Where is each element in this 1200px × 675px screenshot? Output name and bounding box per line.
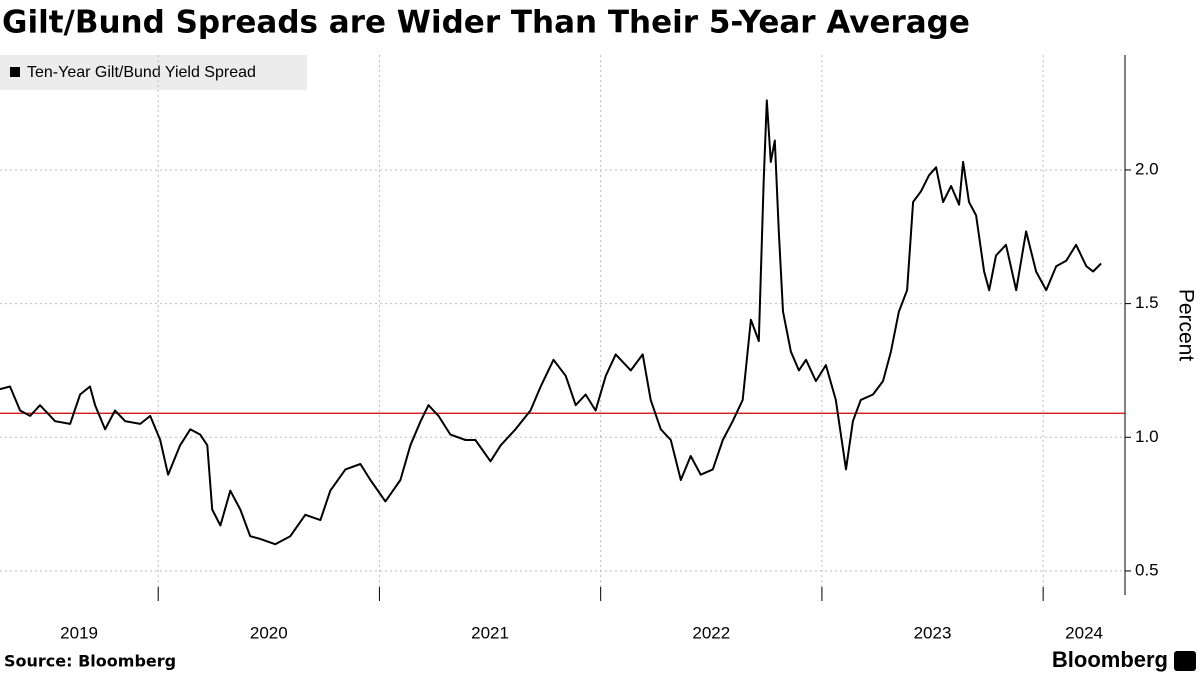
y-axis-title: Percent — [1174, 289, 1197, 362]
source: Source: Bloomberg — [4, 652, 176, 671]
x-tick-label: 2020 — [250, 623, 288, 642]
y-tick-label: 2.0 — [1135, 159, 1159, 178]
brand-icon — [1174, 651, 1196, 671]
legend-box — [0, 55, 307, 90]
y-tick-label: 0.5 — [1135, 560, 1159, 579]
legend-swatch — [10, 67, 20, 77]
data-line — [0, 99, 1102, 546]
x-tick-label: 2023 — [914, 623, 952, 642]
y-tick-label: 1.0 — [1135, 427, 1159, 446]
x-tick-label: 2024 — [1065, 623, 1103, 642]
x-tick-label: 2021 — [471, 623, 509, 642]
y-tick-label: 1.5 — [1135, 293, 1159, 312]
legend-label: Ten-Year Gilt/Bund Yield Spread — [27, 64, 256, 81]
x-tick-label: 2022 — [692, 623, 730, 642]
brand: Bloomberg — [1052, 647, 1168, 672]
x-tick-label: 2019 — [60, 623, 98, 642]
chart-title: Gilt/Bund Spreads are Wider Than Their 5… — [2, 5, 970, 41]
legend: Ten-Year Gilt/Bund Yield Spread — [0, 55, 307, 90]
